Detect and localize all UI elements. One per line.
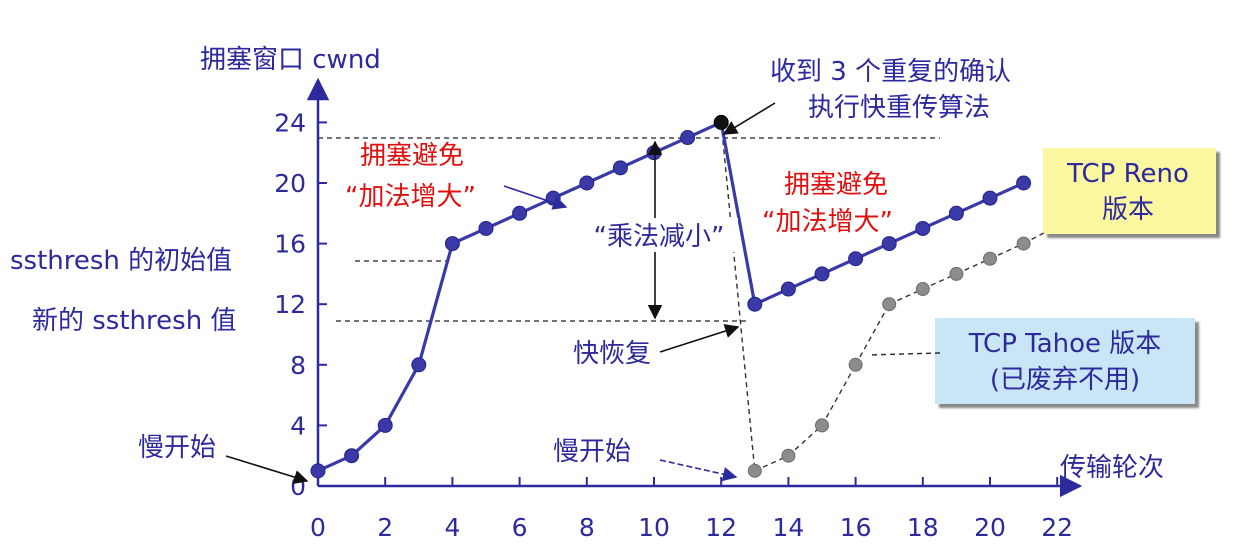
tahoe-segment — [821, 364, 857, 426]
reno-point — [948, 205, 964, 221]
y-tick-label: 24 — [274, 108, 306, 137]
tahoe-point — [882, 297, 897, 312]
reno-segment — [417, 243, 454, 366]
tahoe-legend-line1: TCP Tahoe 版本 — [968, 329, 1162, 359]
x-tick-label: 6 — [512, 513, 528, 542]
x-tick-label: 8 — [579, 513, 595, 542]
reno-point — [310, 463, 326, 479]
reno-point — [780, 281, 796, 297]
x-tick-label: 18 — [907, 513, 939, 542]
tahoe-segment — [854, 303, 890, 366]
tahoe-point — [983, 251, 997, 266]
tahoe-point — [815, 418, 829, 433]
multiplicative-decrease-label: “乘法减小” — [594, 222, 725, 252]
slow-start-pointer-2 — [659, 459, 738, 482]
x-tick-label: 4 — [444, 513, 460, 542]
congestion-avoidance-2-line1: 拥塞避免 — [784, 170, 888, 200]
reno-point — [512, 205, 528, 221]
reno-segment — [719, 122, 757, 305]
ssthresh-new-label: 新的 ssthresh 值 — [32, 306, 236, 336]
y-tick-label: 4 — [290, 411, 306, 440]
ca1-pointer — [503, 185, 568, 210]
x-tick-label: 16 — [840, 513, 872, 542]
tahoe-series — [720, 122, 1045, 478]
tahoe-point — [747, 463, 762, 478]
x-tick-label: 20 — [974, 513, 1006, 542]
reno-point — [680, 130, 696, 146]
slow-start-label-2: 慢开始 — [553, 437, 631, 467]
reno-point — [982, 190, 998, 206]
slow-start-label-1: 慢开始 — [138, 433, 216, 463]
reno-point — [478, 220, 494, 236]
congestion-avoidance-2-line2: “加法增大” — [762, 207, 893, 237]
x-tick-label: 22 — [1041, 513, 1073, 542]
decrease-label-bg — [578, 218, 738, 252]
reno-series — [310, 114, 1032, 479]
y-axis-title: 拥塞窗口 cwnd — [200, 45, 381, 75]
reno-segment — [383, 364, 421, 427]
tahoe-point — [915, 282, 930, 297]
y-tick-label: 20 — [274, 169, 306, 198]
x-tick-label: 2 — [377, 513, 393, 542]
x-tick-label: 10 — [638, 513, 670, 542]
reno-legend-line1: TCP Reno — [1066, 159, 1189, 189]
triple-ack-line2: 执行快重传算法 — [808, 93, 990, 123]
reno-point — [444, 236, 460, 252]
reno-legend-box — [1043, 148, 1216, 234]
reno-point — [881, 236, 897, 252]
x-tick-label: 14 — [772, 513, 804, 542]
reno-peak-point — [713, 114, 729, 130]
tahoe-legend-box — [935, 318, 1195, 404]
reno-point — [344, 448, 360, 464]
fast-recovery-label: 快恢复 — [573, 339, 651, 369]
y-tick-label: 12 — [274, 290, 306, 319]
ssthresh-initial-label: ssthresh 的初始值 — [10, 246, 232, 276]
x-tick-label: 12 — [705, 513, 737, 542]
reno-point — [646, 145, 662, 161]
tahoe-point — [949, 266, 964, 281]
congestion-avoidance-1-line2: “加法增大” — [345, 182, 476, 212]
fast-recovery-pointer — [659, 324, 740, 353]
reno-point — [377, 417, 393, 433]
reno-segment — [350, 424, 387, 457]
reno-point — [1016, 175, 1032, 191]
y-tick-label: 8 — [290, 351, 306, 380]
slow-start-pointer-1 — [225, 455, 309, 485]
tahoe-point — [848, 357, 863, 372]
reno-point — [612, 160, 628, 176]
tahoe-segment — [787, 424, 823, 457]
triple-ack-pointer — [722, 102, 776, 135]
tahoe-segment — [720, 122, 756, 471]
reno-legend-line2: 版本 — [1102, 195, 1154, 225]
tahoe-legend-pointer — [867, 352, 941, 356]
tahoe-point — [1016, 236, 1031, 251]
reno-point — [915, 220, 931, 236]
reno-point — [848, 251, 864, 267]
triple-ack-line1: 收到 3 个重复的确认 — [770, 57, 1011, 87]
x-axis-ticks: 0 2 4 6 8 10 12 14 16 18 20 22 — [310, 477, 1073, 542]
tahoe-legend-line2: (已废弃不用) — [990, 365, 1140, 395]
congestion-avoidance-1-line1: 拥塞避免 — [360, 141, 464, 171]
tahoe-point — [781, 448, 796, 463]
x-axis-title: 传输轮次 — [1060, 453, 1164, 483]
y-tick-label: 16 — [274, 230, 306, 259]
reno-point — [747, 296, 763, 312]
x-tick-label: 0 — [310, 513, 326, 542]
reno-point — [411, 357, 427, 373]
reno-point — [814, 266, 830, 282]
reno-point — [579, 175, 595, 191]
